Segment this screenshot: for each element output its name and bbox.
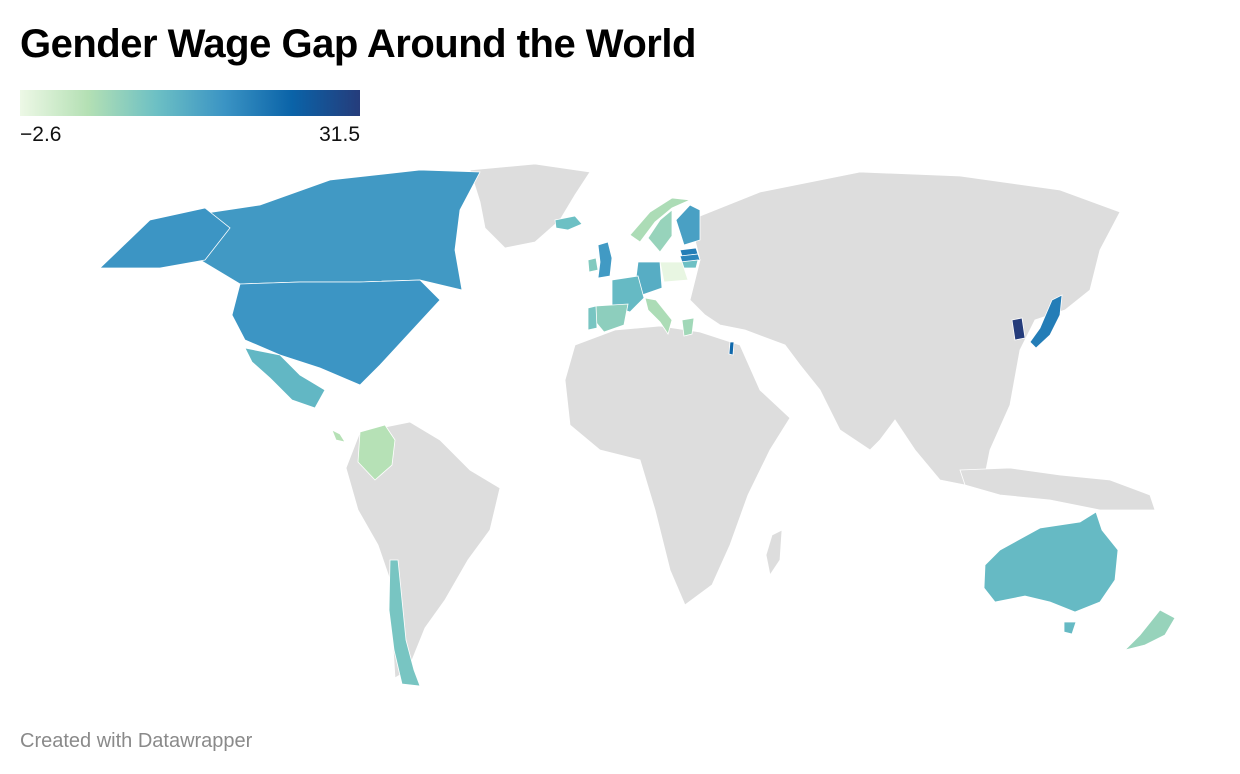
region-japan	[1029, 294, 1063, 349]
region-iceland	[554, 215, 583, 231]
region-australia	[983, 511, 1119, 613]
region-madagascar	[765, 529, 783, 577]
region-israel	[728, 341, 735, 356]
region-italy	[644, 297, 673, 335]
region-south-korea	[1011, 317, 1026, 341]
region-poland	[659, 261, 689, 283]
region-finland	[675, 204, 701, 246]
region-eurasia	[689, 171, 1121, 486]
region-sweden	[647, 209, 673, 253]
region-new-zealand	[1123, 609, 1176, 651]
region-africa	[564, 325, 791, 606]
region-tasmania	[1063, 621, 1077, 635]
region-costa-rica	[331, 429, 346, 443]
legend-max-label: 31.5	[319, 123, 360, 146]
region-united-states	[231, 279, 441, 386]
region-germany	[635, 261, 663, 296]
region-greenland	[469, 163, 591, 249]
region-united-kingdom	[597, 241, 613, 279]
page-title: Gender Wage Gap Around the World	[20, 22, 696, 66]
region-greece	[681, 317, 695, 337]
region-mexico	[244, 347, 326, 409]
region-colombia	[357, 424, 396, 481]
legend-gradient	[20, 90, 360, 116]
world-map	[99, 163, 1176, 687]
region-portugal	[587, 305, 598, 331]
region-maritime-asia	[959, 467, 1156, 511]
datawrapper-credit: Created with Datawrapper	[20, 730, 253, 752]
legend-min-label: −2.6	[20, 123, 62, 146]
region-alaska	[99, 207, 231, 269]
region-south-america	[345, 421, 501, 679]
region-ireland	[587, 257, 599, 273]
color-legend: −2.6 31.5	[20, 90, 360, 149]
region-spain	[593, 303, 629, 333]
region-norway	[629, 197, 692, 243]
region-chile	[388, 559, 421, 687]
region-canada	[159, 169, 481, 291]
region-france	[611, 275, 645, 313]
